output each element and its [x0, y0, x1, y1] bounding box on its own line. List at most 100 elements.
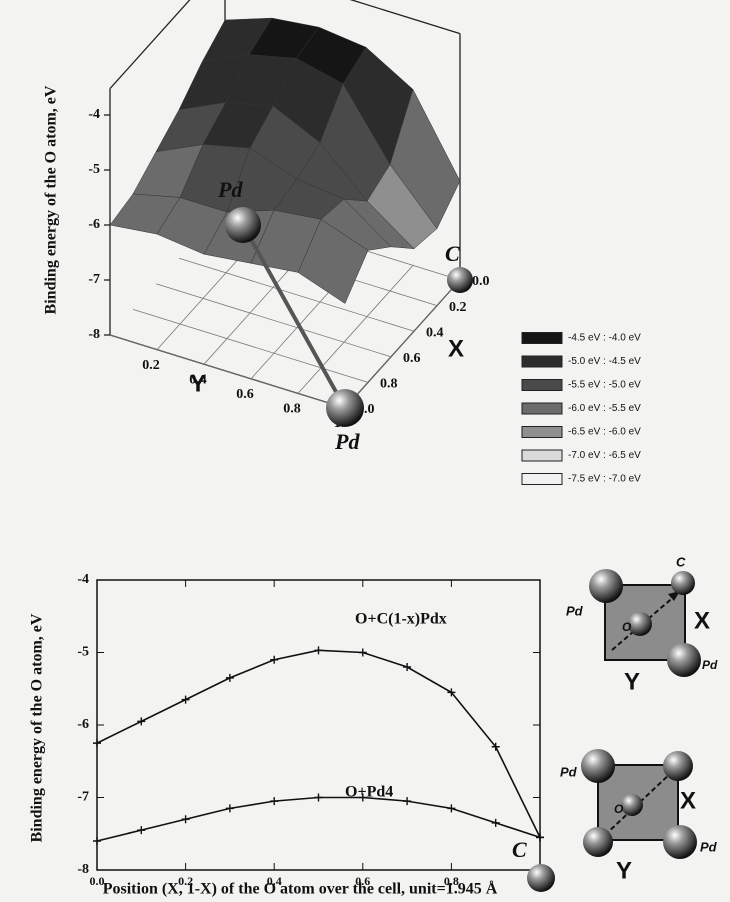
point-marker	[447, 804, 456, 813]
series-label: O+Pd4	[345, 784, 393, 801]
point-marker	[270, 655, 279, 664]
point-marker	[314, 646, 323, 655]
point-marker	[536, 833, 544, 842]
series-label: O+C(1-x)Pdx	[355, 611, 447, 628]
atom	[667, 643, 701, 677]
arrow-head	[668, 591, 680, 601]
y-tick-label: -6	[77, 717, 89, 732]
atom	[581, 749, 615, 783]
legend-label: -6.5 eV : -6.0 eV	[568, 427, 641, 438]
x-tick-label: 0.6	[403, 351, 421, 366]
atom-label: Pd	[560, 764, 578, 779]
atom	[589, 569, 623, 603]
point-marker	[270, 797, 279, 806]
legend-label: -6.0 eV : -5.5 eV	[568, 403, 641, 414]
atom-label: C	[445, 241, 460, 266]
atom	[663, 751, 693, 781]
point-marker	[403, 663, 412, 671]
axis-title: Binding energy of the O atom, eV	[43, 85, 60, 314]
x-tick-label: 0.0	[90, 874, 105, 888]
y-tick-label: 0.8	[283, 402, 301, 417]
z-tick-label: -4	[88, 107, 100, 122]
point-marker	[403, 797, 412, 806]
atom-label: Pd	[702, 658, 718, 672]
point-marker	[491, 818, 500, 827]
atom-label: C	[676, 554, 686, 569]
atom	[671, 571, 695, 595]
atom-label: Pd	[700, 839, 718, 854]
grid-line	[132, 309, 369, 383]
x-tick-label: 0.8	[380, 377, 398, 392]
y-tick-label: -4	[77, 572, 89, 587]
grid-line	[178, 257, 415, 332]
point-marker	[181, 815, 190, 824]
y-tick-label: 0.2	[142, 358, 160, 373]
legend-label: -4.5 eV : -4.0 eV	[568, 333, 641, 344]
atom-label: Pd	[566, 603, 584, 618]
axis-label: X	[448, 335, 464, 362]
axis-label: X	[680, 787, 696, 814]
legend-label: -7.0 eV : -6.5 eV	[568, 450, 641, 461]
box-edge	[109, 0, 191, 90]
point-marker	[491, 742, 500, 751]
z-tick-label: -6	[88, 217, 100, 232]
x-tick-label: 0.4	[426, 325, 444, 340]
grid-line	[155, 283, 392, 358]
z-tick-label: -7	[88, 272, 100, 287]
atom-label: Pd	[217, 177, 243, 202]
atom-label: O	[614, 802, 624, 816]
axis-title: Position (X, 1-X) of the O atom over the…	[103, 880, 498, 898]
grid-line	[109, 334, 346, 409]
bond	[241, 224, 347, 409]
legend-swatch	[521, 473, 563, 485]
z-tick-label: -5	[88, 162, 100, 177]
surface-chart: 0.00.20.40.60.81.00.20.40.60.81.-4-5-6-7…	[88, 0, 641, 485]
atom	[225, 207, 261, 243]
series-line	[96, 649, 541, 838]
atom	[326, 389, 364, 427]
y-tick-label: -7	[77, 790, 89, 805]
plot-frame	[96, 579, 541, 871]
surface-patch	[297, 218, 369, 304]
point-marker	[137, 717, 146, 726]
legend-label: -5.0 eV : -4.5 eV	[568, 356, 641, 367]
axis-label: X	[694, 607, 710, 634]
y-tick-label: 0.6	[236, 387, 254, 402]
y-tick-label: -8	[77, 862, 89, 877]
atom	[447, 267, 473, 293]
point-marker	[447, 688, 456, 697]
point-marker	[358, 648, 367, 657]
series-line	[96, 796, 541, 842]
y-tick-label: 0.4	[189, 372, 207, 387]
x-tick-label: 0.8	[444, 874, 459, 888]
legend-swatch	[521, 402, 563, 415]
axis-label: Y	[190, 370, 206, 397]
legend-label: -5.5 eV : -5.0 eV	[568, 380, 641, 391]
point-marker	[181, 695, 190, 704]
atom-label: C	[512, 837, 527, 862]
x-tick-label: 0.0	[472, 274, 490, 289]
atom	[527, 864, 555, 892]
legend-swatch	[521, 379, 563, 391]
point-marker	[358, 793, 367, 802]
line-chart: 0.00.20.40.60.81.0-4-5-6-7-8	[77, 572, 547, 888]
legend-swatch	[521, 426, 563, 438]
legend-label: -7.5 eV : -7.0 eV	[568, 474, 641, 485]
y-tick-label: -5	[77, 645, 89, 660]
x-tick-label: 0.2	[449, 300, 467, 315]
atom-label: O	[622, 620, 632, 634]
x-tick-label: 0.4	[267, 874, 282, 888]
grid-line	[297, 265, 414, 394]
atom	[621, 794, 643, 816]
atom	[663, 825, 697, 859]
point-marker	[93, 837, 101, 845]
atom	[583, 827, 613, 857]
point-marker	[225, 673, 234, 682]
legend-swatch	[521, 449, 563, 462]
axis-label: Y	[624, 668, 640, 695]
z-tick-label: -8	[88, 327, 100, 342]
arrow	[604, 771, 673, 836]
point-marker	[314, 793, 323, 802]
legend-swatch	[521, 355, 563, 368]
